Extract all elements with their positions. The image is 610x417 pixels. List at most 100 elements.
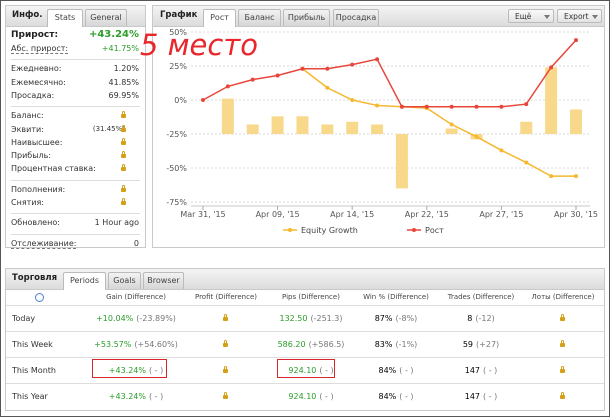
cell-value: 924.10	[288, 366, 317, 375]
cell-value: 83%	[374, 340, 393, 349]
cell-diff: (+27)	[476, 340, 500, 349]
cell-diff: (+586.5)	[308, 340, 345, 349]
tab[interactable]: Browser	[143, 272, 184, 289]
bar	[545, 67, 558, 134]
tab[interactable]: Goals	[108, 272, 141, 289]
row-label: Ежемесячно:	[11, 77, 66, 87]
point	[350, 98, 355, 102]
tab[interactable]: Просадка	[333, 9, 379, 26]
separator	[6, 383, 604, 384]
tab[interactable]: General	[85, 9, 127, 26]
column-header: Gain (Difference)	[106, 293, 166, 301]
highlight-box	[92, 359, 167, 378]
lock-icon	[121, 111, 126, 119]
point	[574, 174, 578, 179]
row-label: Эквити:	[11, 124, 44, 134]
cell-value: 147	[464, 366, 481, 375]
cell-diff: (-1%)	[395, 340, 418, 349]
column-header: Profit (Difference)	[194, 293, 258, 301]
cell-diff: ( - )	[319, 366, 334, 375]
row-label: Today	[12, 314, 36, 323]
cell-diff: (-23.89%)	[136, 314, 176, 323]
cell-value: 8	[467, 314, 473, 323]
point	[499, 148, 504, 153]
separator	[11, 179, 140, 181]
separator	[6, 357, 604, 358]
point	[549, 174, 554, 179]
y-tick-label: -75%	[166, 198, 187, 207]
separator	[6, 331, 604, 332]
info-panel: Инфо. Stats General Прирост: +43.24% Абс. пр…	[5, 5, 146, 249]
tab[interactable]: Рост	[203, 9, 236, 27]
dropdown-arrow	[592, 15, 598, 19]
point	[449, 104, 454, 109]
row-label: This Year	[12, 392, 48, 401]
cell-value: +43.24%	[108, 392, 146, 401]
cell-value: +43.24%	[108, 366, 146, 375]
cell-diff: ( - )	[483, 392, 498, 401]
point	[399, 104, 404, 109]
headline-label: Прирост:	[11, 30, 59, 40]
cell-diff: ( - )	[399, 392, 414, 401]
table-cell: 586.20 (+586.5)	[266, 340, 356, 349]
row-label: This Month	[12, 366, 56, 375]
table-cell: 84%( - )	[351, 392, 441, 401]
y-tick-label: -50%	[166, 164, 187, 173]
bar	[296, 116, 309, 134]
annotation: 5 место	[140, 28, 258, 62]
y-tick-label: 25%	[169, 62, 187, 71]
legend-label: Рост	[425, 226, 444, 235]
point	[424, 104, 429, 109]
bar	[246, 124, 259, 134]
panel-title: Инфо.	[12, 10, 43, 20]
dropdown-button[interactable]: Export	[557, 9, 602, 23]
cell-diff: ( - )	[483, 366, 498, 375]
table-cell: 87% (-8%)	[351, 314, 441, 323]
table-cell: 8 (-12)	[436, 314, 526, 323]
cell-diff: (-12)	[475, 314, 495, 323]
cell-value: 84%	[378, 366, 397, 375]
tab[interactable]: Баланс	[238, 9, 281, 26]
x-tick-label: Apr 27, '15	[479, 210, 523, 219]
dropdown-button[interactable]: Ещё	[508, 9, 554, 23]
cell-value: 924.10	[288, 392, 317, 401]
x-tick-label: Mar 31, '15	[180, 210, 225, 219]
point	[474, 104, 479, 109]
cell-value: +53.57%	[94, 340, 132, 349]
lock-icon	[121, 164, 126, 172]
panel-title: График	[160, 10, 198, 20]
table-cell: 147( - )	[436, 392, 526, 401]
bar	[570, 109, 582, 134]
point	[350, 62, 355, 67]
tab[interactable]: Прибыль	[283, 9, 330, 26]
point	[375, 103, 380, 108]
row-label: Снятия:	[11, 198, 44, 207]
table-cell: 924.10( - )	[266, 392, 356, 401]
lock-icon	[121, 198, 126, 205]
bar	[371, 124, 384, 134]
cell-value: 84%	[378, 392, 397, 401]
row-value: 69.95%	[108, 90, 139, 100]
point	[449, 122, 454, 127]
row-value: 1 Hour ago	[94, 218, 139, 228]
tab[interactable]: Periods	[63, 272, 106, 290]
point	[201, 98, 205, 102]
lock-icon	[121, 137, 126, 145]
column-header: Pips (Difference)	[282, 293, 340, 301]
bar	[321, 124, 334, 134]
x-tick-label: Apr 22, '15	[405, 210, 449, 219]
bar	[395, 134, 408, 189]
row-label: This Week	[12, 340, 53, 349]
lock-icon	[560, 340, 565, 347]
cell-diff: (-251.3)	[310, 314, 343, 323]
tab[interactable]: Stats	[47, 9, 83, 27]
legend-marker	[412, 228, 416, 232]
point	[549, 65, 554, 70]
column-header: Trades (Difference)	[447, 293, 515, 301]
cell-diff: ( - )	[149, 392, 164, 401]
row-label: Абс. прирост:	[11, 44, 69, 54]
point	[499, 104, 504, 109]
point	[275, 73, 280, 78]
x-tick-label: Apr 30, '15	[554, 210, 598, 219]
headline-value: +43.24%	[88, 29, 139, 40]
